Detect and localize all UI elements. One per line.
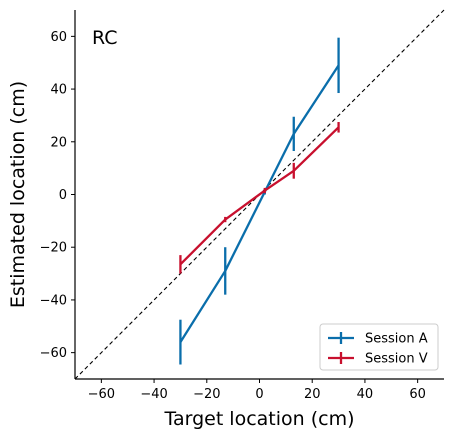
y-tick-label: −60 (40, 346, 67, 361)
session-v-line (180, 127, 338, 264)
x-tick-label: 60 (409, 387, 426, 402)
legend: Session A Session V (320, 324, 438, 370)
x-tick-label: −20 (193, 387, 220, 402)
y-tick-label: 60 (50, 30, 67, 45)
panel-label: RC (92, 27, 118, 49)
y-tick-label: 20 (50, 135, 67, 150)
x-tick-label: 40 (357, 387, 374, 402)
x-tick-label: 20 (304, 387, 321, 402)
x-axis-title: Target location (cm) (163, 408, 354, 430)
x-tick-label: −40 (140, 387, 167, 402)
legend-label-session-v: Session V (365, 352, 428, 367)
x-tick-label: 0 (255, 387, 263, 402)
session-a-line (180, 65, 338, 342)
legend-label-session-a: Session A (365, 332, 428, 347)
y-axis-title: Estimated location (cm) (7, 81, 29, 308)
y-tick-label: −40 (40, 293, 67, 308)
y-tick-label: −20 (40, 241, 67, 256)
y-tick-label: 0 (59, 188, 67, 203)
x-tick-label: −60 (88, 387, 115, 402)
y-tick-label: 40 (50, 83, 67, 98)
